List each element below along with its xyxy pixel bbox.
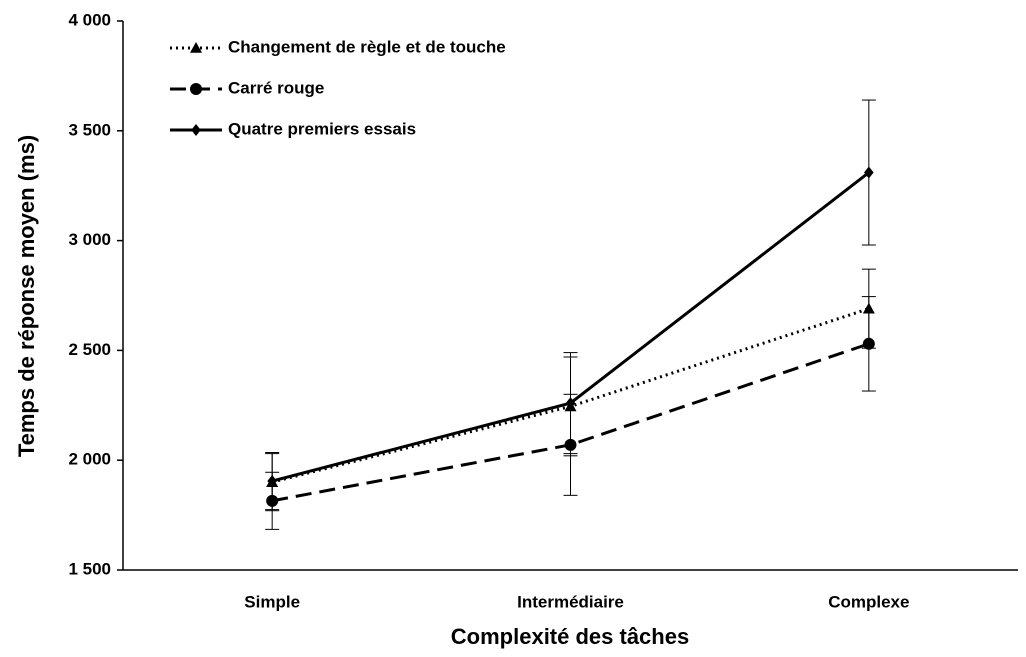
x-tick-label: Simple [244, 592, 300, 611]
data-point [862, 337, 875, 350]
y-tick-label: 2 000 [68, 450, 111, 469]
legend-marker [190, 42, 202, 53]
y-axis-title: Temps de réponse moyen (ms) [14, 135, 39, 457]
data-point [565, 397, 576, 410]
y-tick-label: 3 500 [68, 120, 111, 139]
data-point [267, 475, 277, 488]
x-axis-title: Complexité des tâches [451, 624, 689, 649]
legend-label: Carré rouge [228, 78, 324, 97]
legend-label: Quatre premiers essais [228, 119, 416, 138]
x-tick-label: Complexe [828, 592, 909, 611]
data-point [864, 166, 874, 179]
x-tick-label: Intermédiaire [517, 592, 624, 611]
legend-marker [190, 83, 202, 95]
legend-label: Changement de règle et de touche [228, 37, 506, 56]
y-tick-label: 1 500 [68, 559, 111, 578]
y-tick-label: 3 000 [68, 230, 111, 249]
y-tick-label: 2 500 [68, 340, 111, 359]
legend-marker [191, 124, 201, 136]
y-tick-label: 4 000 [68, 10, 111, 29]
